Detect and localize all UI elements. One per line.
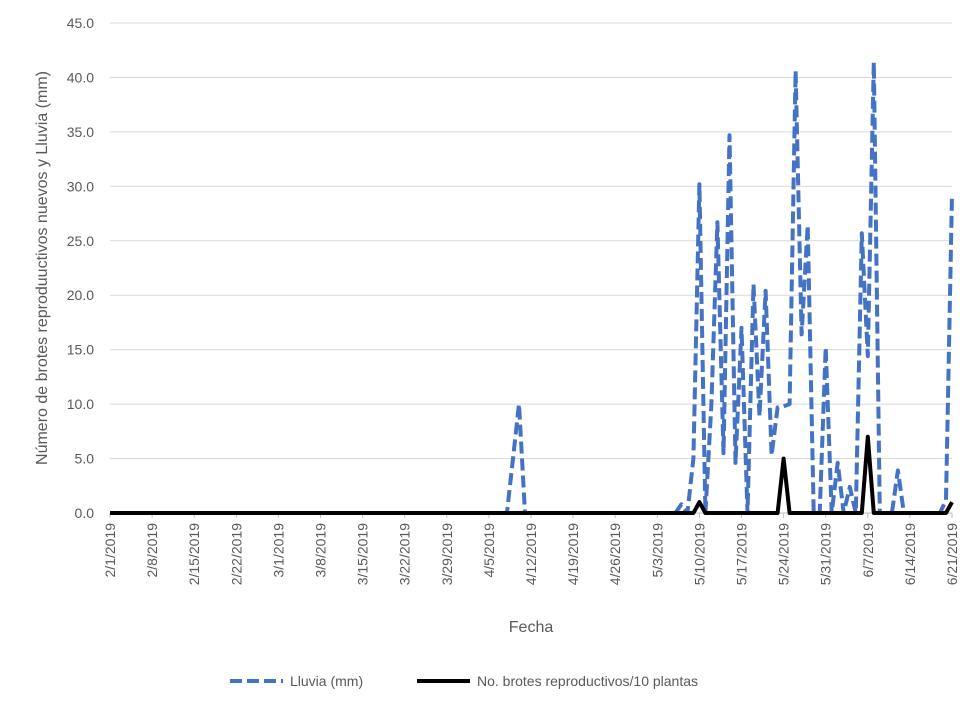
x-tick-label: 4/12/2019: [523, 523, 539, 585]
y-tick-label: 40.0: [67, 69, 94, 85]
x-tick-label: 4/26/2019: [607, 523, 623, 585]
y-tick-label: 15.0: [67, 342, 94, 358]
y-tick-label: 25.0: [67, 233, 94, 249]
x-tick-label: 3/15/2019: [355, 523, 371, 585]
y-tick-label: 5.0: [75, 451, 95, 467]
y-tick-label: 30.0: [67, 178, 94, 194]
x-tick-label: 6/21/2019: [944, 523, 960, 585]
x-tick-label: 2/22/2019: [228, 523, 244, 585]
y-tick-label: 45.0: [67, 15, 94, 31]
series-line-brotes: [110, 434, 954, 515]
x-tick-label: 5/3/2019: [649, 523, 665, 578]
x-tick-label: 3/29/2019: [439, 523, 455, 585]
gridlines: [109, 22, 953, 518]
legend: Lluvia (mm) No. brotes reproductivos/10 …: [230, 673, 698, 689]
x-tick-label: 2/1/2019: [102, 523, 118, 578]
y-axis-title: Número de brotes reproduuctivos nuevos y…: [34, 71, 51, 465]
series-line-lluvia: [110, 60, 954, 515]
y-axis-tick-labels: 0.0 5.0 10.0 15.0 20.0 25.0 30.0 35.0 40.0 45.0: [67, 15, 94, 521]
y-tick-label: 20.0: [67, 287, 94, 303]
x-axis-title: Fecha: [509, 619, 554, 636]
x-tick-label: 3/22/2019: [397, 523, 413, 585]
x-tick-label: 5/10/2019: [691, 523, 707, 585]
series-lines: [110, 60, 954, 515]
x-tick-label: 2/8/2019: [144, 523, 160, 578]
legend-label-brotes: No. brotes reproductivos/10 plantas: [477, 673, 698, 689]
y-tick-label: 0.0: [75, 505, 95, 521]
x-tick-label: 6/14/2019: [902, 523, 918, 585]
x-tick-label: 5/31/2019: [818, 523, 834, 585]
y-tick-label: 35.0: [67, 124, 94, 140]
x-tick-label: 2/15/2019: [186, 523, 202, 585]
x-tick-label: 5/24/2019: [776, 523, 792, 585]
x-tick-label: 3/1/2019: [270, 523, 286, 578]
x-tick-label: 4/5/2019: [481, 523, 497, 578]
y-tick-label: 10.0: [67, 396, 94, 412]
legend-label-lluvia: Lluvia (mm): [290, 673, 363, 689]
x-axis-tick-labels: 2/1/2019 2/8/2019 2/15/2019 2/22/2019 3/1/20…: [102, 523, 960, 586]
x-tick-label: 3/8/2019: [313, 523, 329, 578]
x-tick-label: 6/7/2019: [860, 523, 876, 578]
x-tick-label: 5/17/2019: [734, 523, 750, 585]
x-tick-label: 4/19/2019: [565, 523, 581, 585]
